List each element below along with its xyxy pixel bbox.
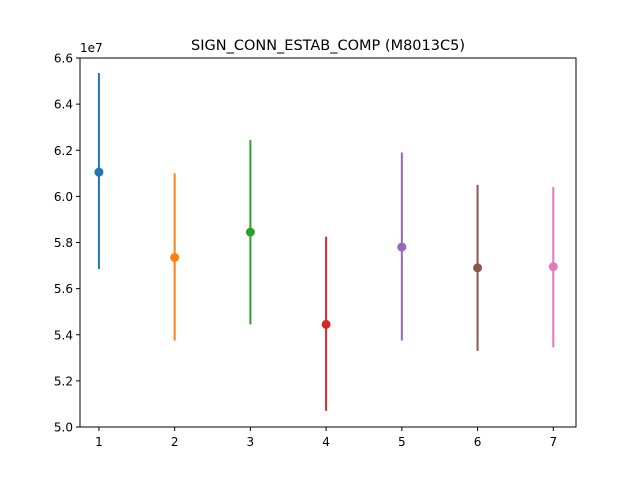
y-tick-label: 6.4 bbox=[54, 98, 73, 112]
y-tick-label: 6.2 bbox=[54, 144, 73, 158]
y-axis: 5.0 5.2 5.4 5.6 5.8 6.0 6.2 6.4 6.6 bbox=[54, 52, 80, 435]
data-point bbox=[170, 252, 180, 262]
x-tick-label: 1 bbox=[95, 435, 103, 449]
x-axis: 1 2 3 4 5 6 7 bbox=[95, 427, 557, 449]
y-tick-label: 6.0 bbox=[54, 190, 73, 204]
data-point bbox=[245, 227, 255, 237]
plot-frame bbox=[79, 57, 577, 428]
y-tick-label: 5.2 bbox=[54, 374, 73, 388]
chart-title: SIGN_CONN_ESTAB_COMP (M8013C5) bbox=[191, 38, 465, 54]
x-tick-label: 3 bbox=[247, 435, 255, 449]
y-tick-label: 5.0 bbox=[54, 421, 73, 435]
plot-marks bbox=[94, 72, 558, 411]
y-tick-label: 6.6 bbox=[54, 52, 73, 66]
data-point bbox=[94, 167, 104, 177]
y-tick-label: 5.4 bbox=[54, 328, 73, 342]
x-tick-label: 4 bbox=[322, 435, 330, 449]
y-offset-label: 1e7 bbox=[80, 41, 103, 55]
x-tick-label: 5 bbox=[398, 435, 406, 449]
data-point bbox=[397, 242, 407, 252]
y-tick-label: 5.6 bbox=[54, 282, 73, 296]
x-tick-label: 7 bbox=[549, 435, 557, 449]
x-tick-label: 6 bbox=[474, 435, 482, 449]
data-point bbox=[321, 319, 331, 329]
data-point bbox=[548, 262, 558, 272]
data-point bbox=[473, 263, 483, 273]
x-tick-label: 2 bbox=[171, 435, 179, 449]
y-tick-label: 5.8 bbox=[54, 236, 73, 250]
